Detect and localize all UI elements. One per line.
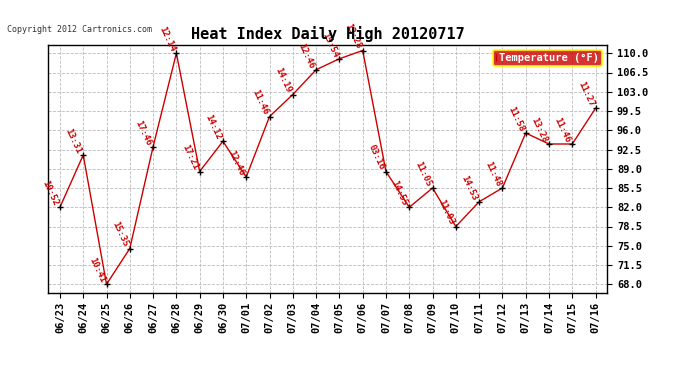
Legend: Temperature (°F): Temperature (°F) bbox=[493, 50, 602, 66]
Text: 14:19: 14:19 bbox=[273, 66, 293, 94]
Text: 10:41: 10:41 bbox=[87, 256, 106, 284]
Text: 11:05: 11:05 bbox=[413, 160, 433, 188]
Text: 10:52: 10:52 bbox=[41, 179, 60, 207]
Text: 11:48: 11:48 bbox=[483, 160, 502, 188]
Text: 12:46: 12:46 bbox=[297, 42, 316, 70]
Text: 14:12: 14:12 bbox=[204, 113, 223, 141]
Text: 17:46: 17:46 bbox=[134, 118, 153, 147]
Text: 13:28: 13:28 bbox=[343, 22, 363, 51]
Text: 11:27: 11:27 bbox=[576, 80, 595, 108]
Text: 13:28: 13:28 bbox=[529, 116, 549, 144]
Text: 11:46: 11:46 bbox=[553, 116, 572, 144]
Text: 03:16: 03:16 bbox=[366, 143, 386, 171]
Text: 12:14: 12:14 bbox=[157, 25, 177, 53]
Text: 11:03: 11:03 bbox=[436, 198, 456, 226]
Text: 15:54: 15:54 bbox=[320, 31, 339, 59]
Text: 14:53: 14:53 bbox=[460, 174, 479, 202]
Text: 12:46: 12:46 bbox=[227, 149, 246, 177]
Text: Copyright 2012 Cartronics.com: Copyright 2012 Cartronics.com bbox=[7, 25, 152, 34]
Text: 11:58: 11:58 bbox=[506, 105, 526, 133]
Text: 14:55: 14:55 bbox=[390, 179, 409, 207]
Text: 17:21: 17:21 bbox=[180, 143, 199, 171]
Text: 11:46: 11:46 bbox=[250, 88, 270, 117]
Text: 13:31: 13:31 bbox=[63, 127, 83, 155]
Text: 15:35: 15:35 bbox=[110, 220, 130, 249]
Title: Heat Index Daily High 20120717: Heat Index Daily High 20120717 bbox=[191, 27, 464, 42]
